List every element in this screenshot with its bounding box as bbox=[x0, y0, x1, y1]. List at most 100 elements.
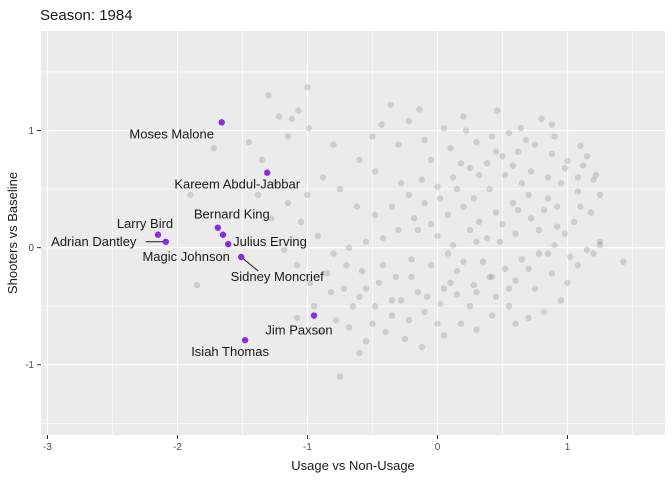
background-point bbox=[561, 230, 569, 237]
chart-title: Season: 1984 bbox=[40, 7, 133, 24]
background-point bbox=[592, 171, 600, 179]
x-tick-label: 1 bbox=[565, 442, 571, 453]
grid-lines bbox=[41, 31, 665, 435]
background-point bbox=[379, 262, 387, 269]
point-label: Julius Erving bbox=[233, 234, 307, 249]
background-point bbox=[436, 300, 444, 308]
background-point bbox=[362, 238, 370, 245]
background-point bbox=[453, 267, 461, 275]
background-point bbox=[293, 314, 301, 322]
background-point bbox=[473, 326, 480, 333]
background-point bbox=[306, 279, 314, 286]
background-point bbox=[369, 320, 376, 327]
background-point bbox=[583, 153, 591, 160]
background-point bbox=[453, 291, 461, 298]
background-point bbox=[505, 285, 513, 292]
background-point bbox=[486, 273, 493, 281]
background-point bbox=[453, 185, 461, 193]
background-point bbox=[574, 174, 582, 181]
background-point bbox=[518, 180, 526, 187]
highlighted-point bbox=[154, 231, 162, 238]
background-point bbox=[449, 242, 457, 249]
background-point bbox=[258, 156, 266, 164]
background-point bbox=[517, 124, 524, 132]
point-label: Kareem Abdul-Jabbar bbox=[174, 177, 300, 192]
background-point bbox=[527, 215, 535, 222]
background-point bbox=[557, 297, 565, 304]
background-point bbox=[416, 106, 423, 113]
background-point bbox=[379, 235, 387, 242]
background-point bbox=[410, 215, 418, 222]
background-point bbox=[501, 171, 509, 179]
background-point bbox=[323, 270, 331, 277]
background-point bbox=[284, 199, 292, 207]
background-point bbox=[408, 256, 415, 263]
background-point bbox=[440, 332, 448, 339]
background-point bbox=[551, 242, 558, 249]
background-point bbox=[382, 328, 389, 336]
background-point bbox=[535, 226, 543, 234]
background-point bbox=[210, 144, 218, 152]
background-point bbox=[423, 293, 431, 301]
background-point bbox=[336, 185, 344, 193]
background-point bbox=[583, 246, 591, 254]
background-point bbox=[401, 335, 409, 343]
background-point bbox=[436, 195, 444, 202]
x-tick-label: 0 bbox=[435, 442, 441, 453]
background-point bbox=[596, 191, 604, 199]
background-point bbox=[284, 133, 292, 140]
background-point bbox=[544, 174, 552, 181]
background-point bbox=[397, 297, 405, 304]
y-tick-label: 1 bbox=[28, 126, 34, 137]
highlighted-points bbox=[154, 119, 318, 344]
background-point bbox=[470, 195, 478, 202]
background-point bbox=[314, 232, 322, 240]
highlighted-point bbox=[218, 119, 225, 126]
background-point bbox=[512, 320, 519, 327]
background-point bbox=[193, 281, 201, 289]
background-point bbox=[460, 113, 467, 120]
background-point bbox=[371, 302, 379, 310]
highlighted-point bbox=[264, 169, 271, 176]
background-point bbox=[356, 293, 363, 301]
x-axis-ticks: -3 -2 -1 0 1 bbox=[43, 435, 571, 453]
background-point bbox=[427, 221, 435, 228]
background-point bbox=[405, 117, 413, 125]
y-tick-label: -1 bbox=[25, 360, 34, 371]
background-point bbox=[525, 314, 532, 322]
background-point bbox=[531, 285, 539, 292]
background-point bbox=[470, 281, 478, 289]
background-point bbox=[466, 226, 474, 234]
background-point bbox=[434, 183, 441, 190]
background-point bbox=[512, 277, 519, 284]
background-point bbox=[418, 176, 426, 183]
background-point bbox=[280, 246, 288, 254]
background-point bbox=[362, 285, 370, 292]
background-point bbox=[336, 373, 344, 380]
background-point bbox=[265, 92, 272, 99]
background-point bbox=[356, 156, 363, 164]
background-point bbox=[447, 144, 454, 152]
background-point bbox=[305, 124, 312, 132]
background-point bbox=[492, 293, 500, 301]
background-point bbox=[405, 317, 413, 324]
background-point bbox=[327, 288, 335, 296]
background-point bbox=[483, 160, 491, 167]
background-point bbox=[512, 230, 519, 237]
background-point bbox=[475, 218, 483, 226]
background-point bbox=[596, 238, 604, 245]
background-point bbox=[397, 180, 405, 187]
background-point bbox=[483, 235, 491, 242]
background-point bbox=[590, 250, 597, 257]
background-point bbox=[596, 242, 604, 249]
background-point bbox=[275, 113, 283, 120]
background-point bbox=[561, 164, 569, 172]
background-point bbox=[488, 273, 496, 281]
background-point bbox=[356, 349, 363, 357]
background-point bbox=[509, 162, 517, 169]
background-point bbox=[574, 262, 582, 269]
point-label: Adrian Dantley bbox=[51, 234, 137, 249]
background-point bbox=[570, 218, 578, 226]
background-point bbox=[449, 174, 457, 181]
background-point bbox=[340, 285, 348, 292]
